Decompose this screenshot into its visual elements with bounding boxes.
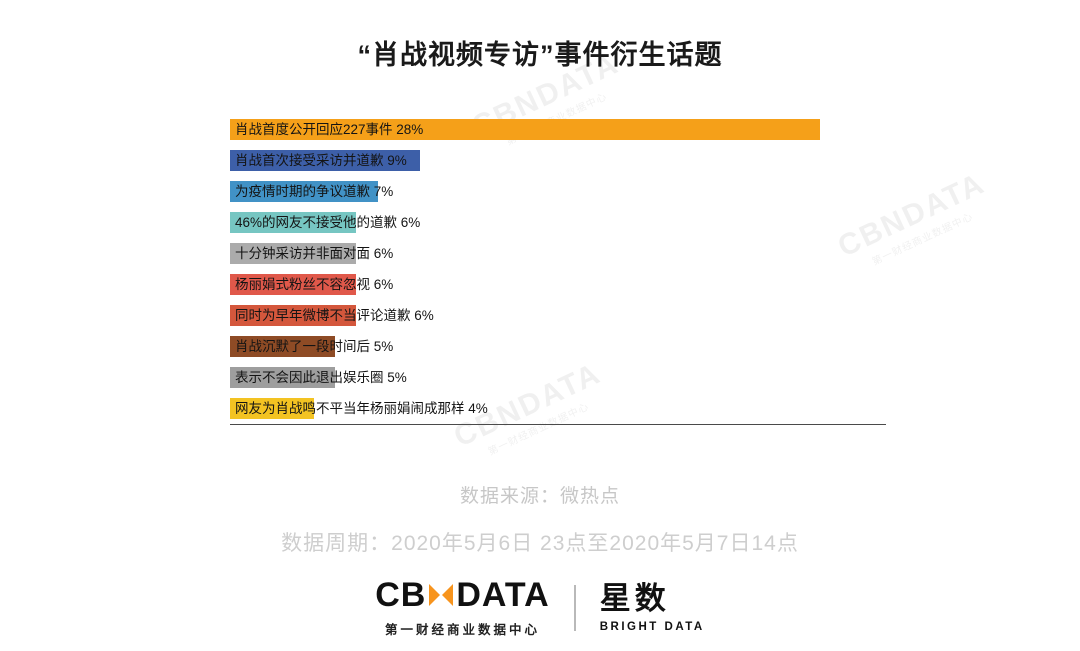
bar-row: 肖战沉默了一段时间后 5% — [230, 331, 886, 362]
bar — [230, 243, 356, 264]
logo-divider — [573, 585, 576, 631]
bar-label: 十分钟采访并非面对面 6% — [235, 246, 394, 261]
bar — [230, 181, 378, 202]
bar-label: 表示不会因此退出娱乐圈 5% — [235, 370, 407, 385]
bar — [230, 119, 820, 140]
bar-label: 肖战沉默了一段时间后 5% — [235, 339, 394, 354]
cbndata-logo: CB DATA 第一财经商业数据中心 — [375, 578, 550, 638]
bar-label: 肖战首度公开回应227事件 28% — [235, 122, 424, 137]
bar-row: 肖战首度公开回应227事件 28% — [230, 114, 886, 145]
bar-row: 表示不会因此退出娱乐圈 5% — [230, 362, 886, 393]
bar-row: 网友为肖战鸣不平当年杨丽娟闹成那样 4% — [230, 393, 886, 424]
bar-label: 同时为早年微博不当评论道歉 6% — [235, 308, 434, 323]
data-period-text: 数据周期：2020年5月6日 23点至2020年5月7日14点 — [281, 532, 799, 555]
bright-data-cn: 星数 — [599, 581, 670, 616]
bar — [230, 305, 356, 326]
cbndata-wordmark-left: CB — [375, 576, 427, 614]
page-title: “肖战视频专访”事件衍生话题 — [357, 40, 723, 70]
bar — [230, 336, 335, 357]
bar — [230, 212, 356, 233]
bar — [230, 367, 335, 388]
bar-label: 为疫情时期的争议道歉 7% — [235, 184, 394, 199]
bar-row: 杨丽娟式粉丝不容忽视 6% — [230, 269, 886, 300]
bar-chart: 肖战首度公开回应227事件 28% 肖战首次接受采访并道歉 9% 为疫情时期的争议道… — [230, 114, 886, 425]
bright-data-logo: 星数 BRIGHT DATA — [600, 583, 705, 633]
bar-row: 肖战首次接受采访并道歉 9% — [230, 145, 886, 176]
cbndata-wordmark: CB DATA — [375, 578, 550, 612]
footer-logos: CB DATA 第一财经商业数据中心 星数 BRIGHT DATA — [0, 578, 1080, 638]
cbndata-subtitle: 第一财经商业数据中心 — [384, 623, 540, 637]
bar-label: 肖战首次接受采访并道歉 9% — [235, 153, 407, 168]
bar-row: 为疫情时期的争议道歉 7% — [230, 176, 886, 207]
bar-row: 十分钟采访并非面对面 6% — [230, 238, 886, 269]
bar — [230, 274, 356, 295]
data-source-text: 数据来源：微热点 — [459, 486, 620, 507]
bright-data-en: BRIGHT DATA — [599, 621, 705, 633]
bar — [230, 398, 314, 419]
bar-label: 46%的网友不接受他的道歉 6% — [235, 215, 421, 230]
bar-label: 杨丽娟式粉丝不容忽视 6% — [235, 277, 394, 292]
bar-row: 46%的网友不接受他的道歉 6% — [230, 207, 886, 238]
cbndata-n-icon — [428, 582, 454, 608]
cbndata-wordmark-right: DATA — [456, 576, 550, 614]
bar — [230, 150, 420, 171]
bar-label: 网友为肖战鸣不平当年杨丽娟闹成那样 4% — [235, 401, 488, 416]
bar-row: 同时为早年微博不当评论道歉 6% — [230, 300, 886, 331]
